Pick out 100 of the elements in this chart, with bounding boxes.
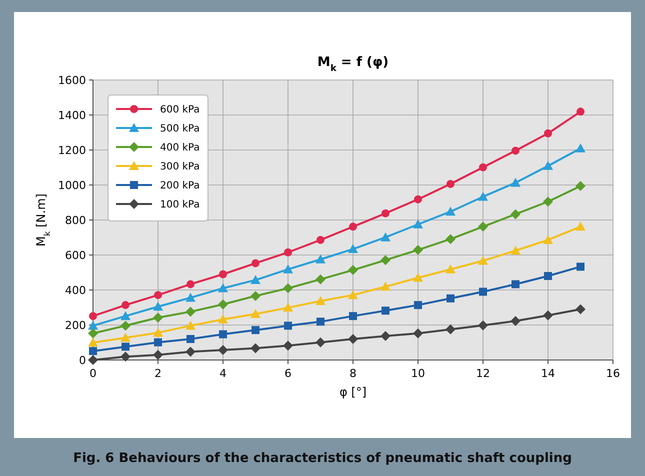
point [512,146,520,155]
point [576,304,586,314]
point [250,275,260,284]
y-tick-label: 1000 [58,178,86,192]
point [576,222,586,231]
point [382,209,390,218]
y-tick-label: 600 [65,248,86,262]
point [122,342,130,351]
point [349,312,357,320]
point [380,282,390,291]
point [348,334,358,344]
point [316,236,324,244]
point [186,320,196,330]
point [186,335,194,343]
point [218,314,228,324]
point [316,337,326,348]
legend-label: 300 kPa [160,162,200,172]
point [218,345,228,356]
y-tick-label: 200 [65,318,86,332]
point [512,280,520,288]
point [478,222,488,232]
point [186,292,196,302]
y-tick-label: 1200 [58,144,86,157]
point [186,280,194,288]
x-tick-label: 2 [154,367,162,380]
x-tick-label: 0 [90,367,96,380]
point [219,270,227,278]
legend-label: 500 kPa [160,124,200,134]
point [576,181,586,192]
point [284,248,292,256]
x-tick-label: 12 [476,367,490,380]
x-tick-label: 16 [606,367,620,380]
point [186,346,196,357]
point [316,296,326,306]
x-tick-label: 14 [541,367,555,380]
x-tick-label: 4 [220,367,226,380]
point [348,244,358,254]
point [380,255,390,266]
point [316,254,326,264]
point [250,290,260,301]
point [543,310,553,320]
point [88,328,98,338]
point [120,311,130,320]
point [380,232,390,242]
point [88,355,98,365]
point [316,274,326,284]
point [283,340,293,351]
point [348,290,358,300]
point [414,301,422,310]
point [510,178,520,187]
point [250,308,260,318]
point [414,195,422,204]
point [153,350,163,360]
x-tick-label: 10 [411,367,425,380]
point [510,209,520,220]
point [446,324,456,334]
point [544,272,552,280]
point [218,299,228,310]
point [479,163,487,172]
point [154,338,162,346]
point [479,288,487,296]
point [218,283,228,292]
point [348,265,358,276]
point [413,272,423,282]
point [478,320,488,330]
point [576,143,586,152]
y-tick-label: 400 [65,284,86,297]
point [122,301,130,310]
point [446,234,456,244]
point [283,283,293,294]
legend-label: 400 kPa [160,142,200,154]
point [153,328,163,337]
legend-label: 600 kPa [160,104,200,116]
point [382,306,390,315]
point [88,320,98,330]
point [89,312,97,320]
point [153,302,163,311]
point [250,343,260,354]
point [89,347,97,356]
point [543,196,553,207]
x-tick-label: 6 [284,367,292,380]
point [413,328,423,338]
point [283,302,293,312]
point [446,206,456,216]
point [446,264,456,274]
point [219,330,227,338]
point [446,180,454,188]
point [186,306,196,317]
point [413,219,423,228]
caption: Fig. 6 Behaviours of the characteristics of pneumatic shaft coupling [73,451,572,466]
y-tick-label: 800 [65,214,86,227]
legend-label: 200 kPa [160,180,200,192]
point [316,318,324,326]
point [252,326,260,334]
point [283,264,293,274]
point [252,259,260,268]
point [380,331,390,342]
point [543,160,553,170]
point [154,291,162,300]
point [510,316,520,326]
